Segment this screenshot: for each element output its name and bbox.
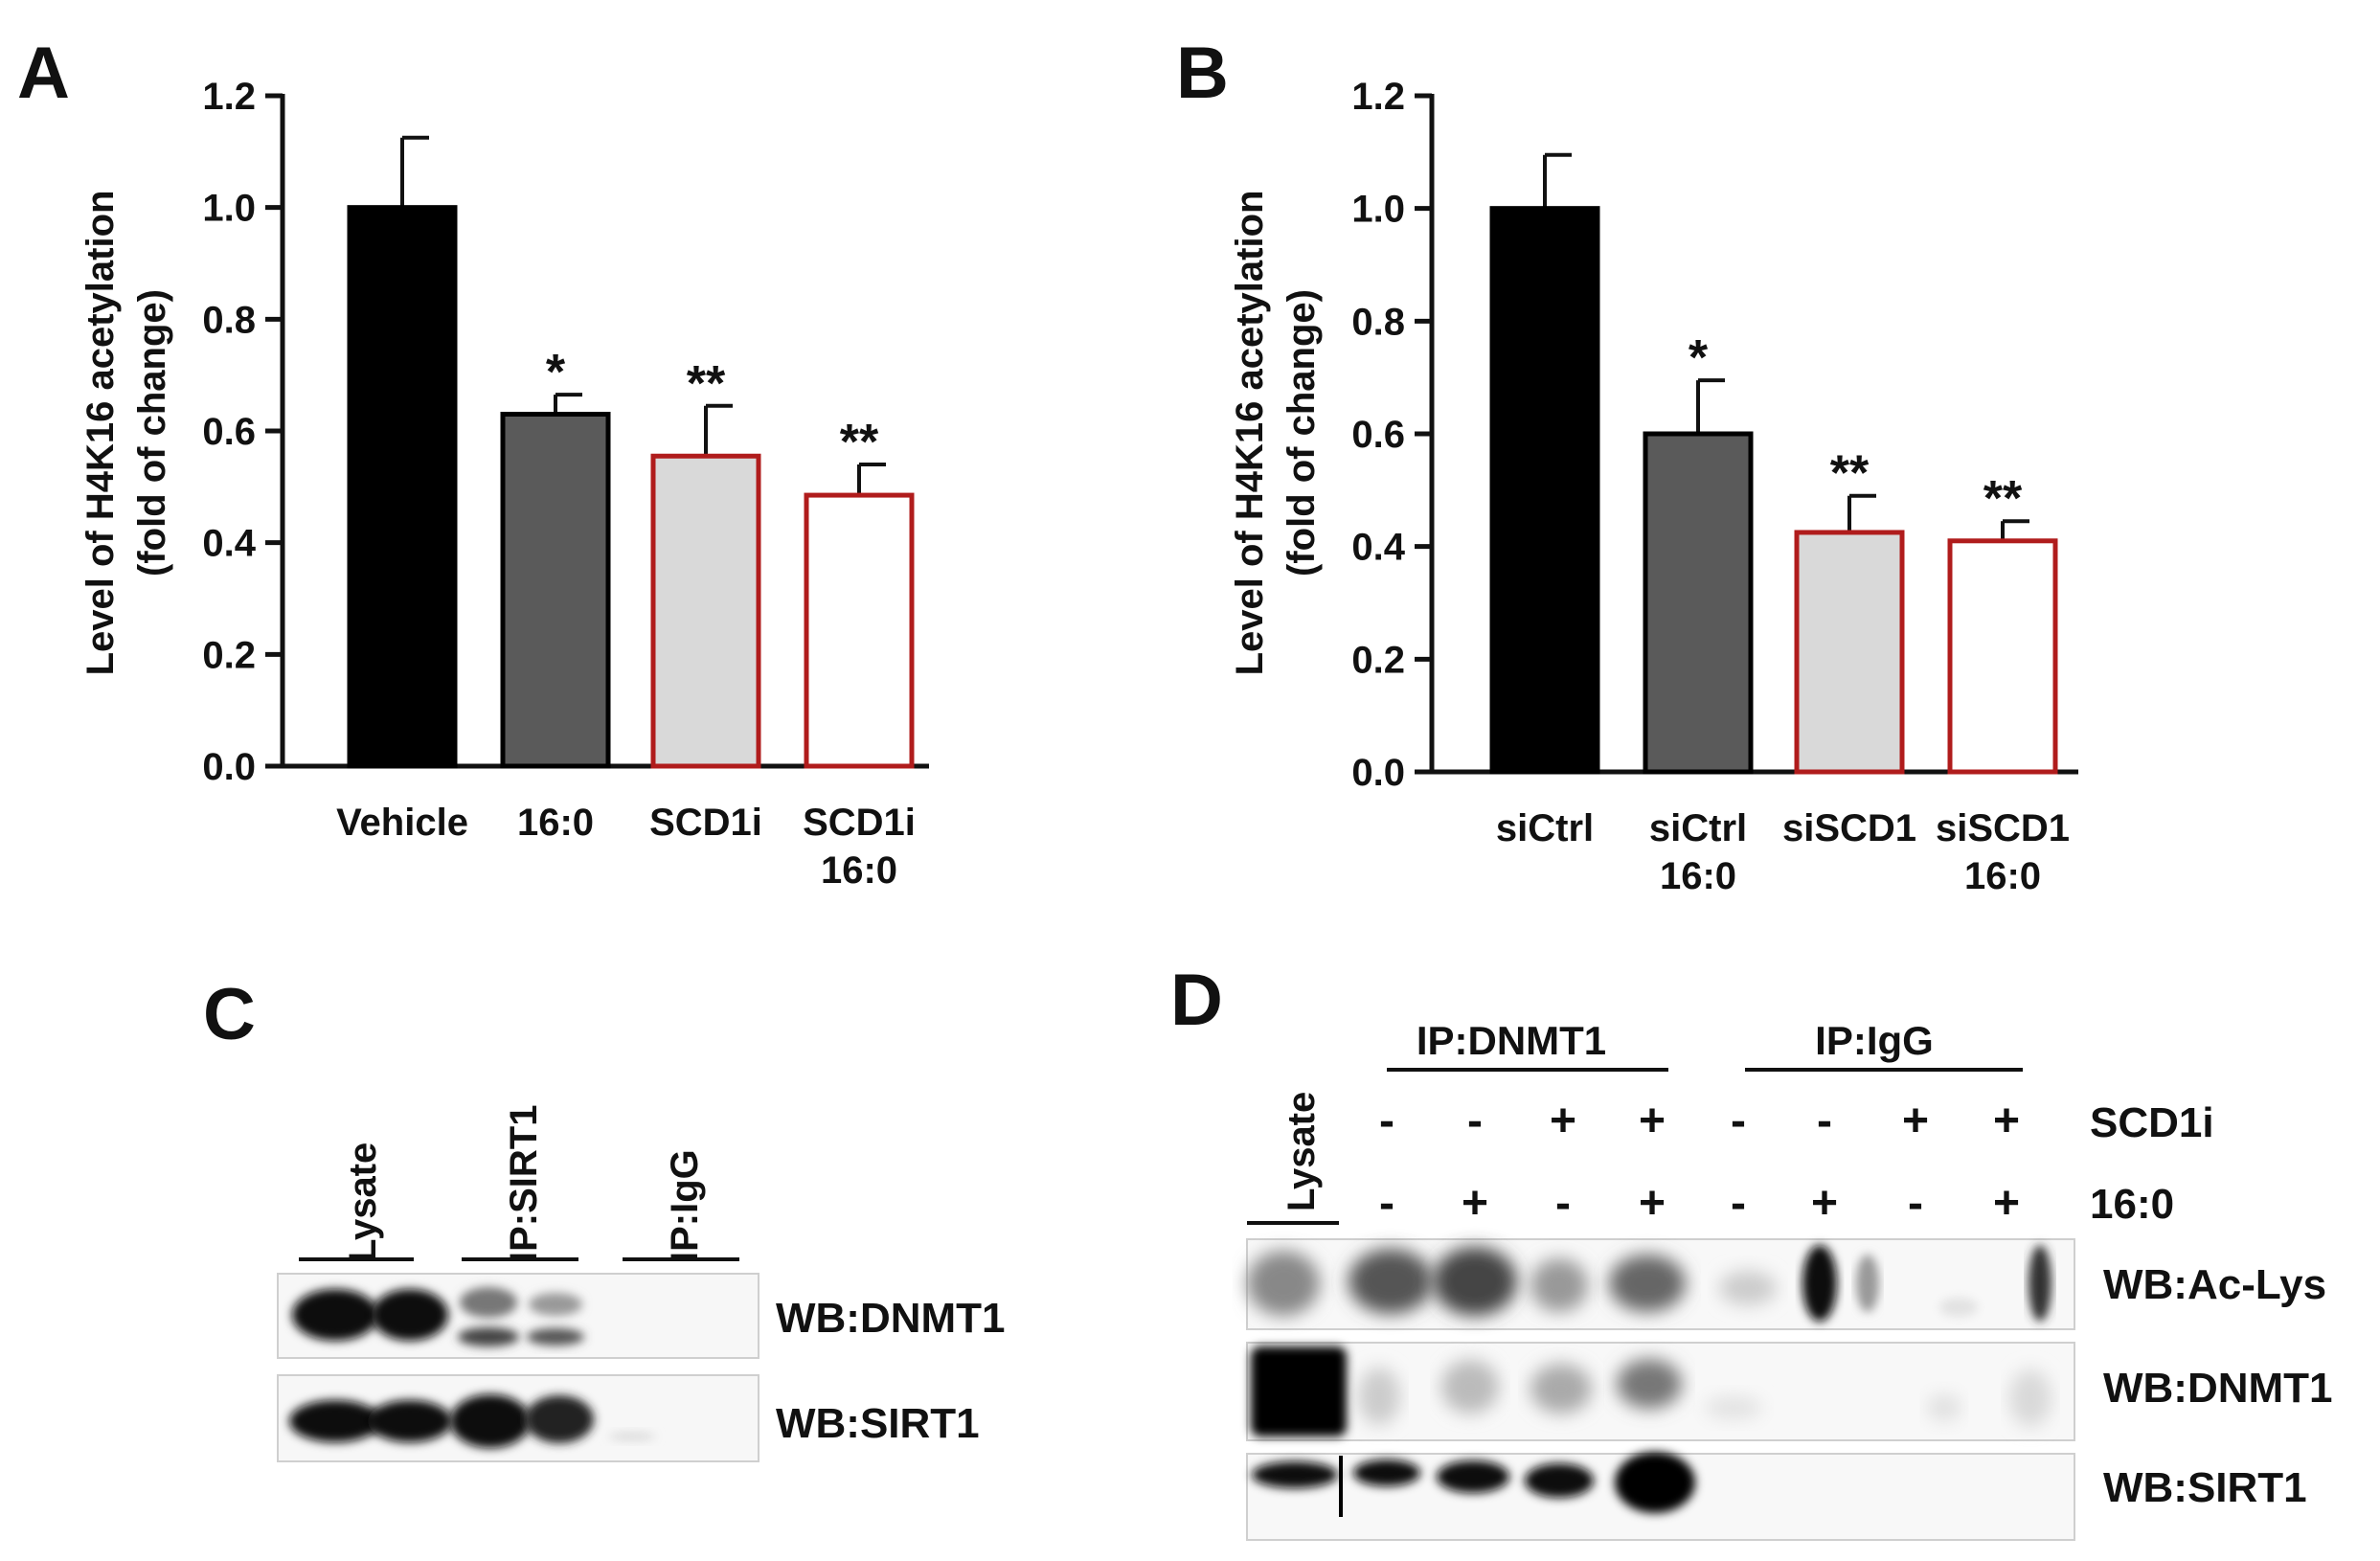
group-label-ip-igg: IP:IgG — [1815, 1018, 1934, 1063]
significance-label: * — [546, 345, 566, 400]
panel-label-b: B — [1176, 33, 1229, 114]
sign-scd1i: - — [1467, 1096, 1483, 1146]
bar — [1489, 206, 1600, 775]
x-tick-label: SCD1i — [803, 802, 916, 844]
x-tick-label: 16:0 — [517, 802, 594, 844]
blot-strip-sirt1 — [277, 1374, 759, 1462]
bar — [804, 492, 915, 769]
sign-scd1i: + — [1639, 1096, 1666, 1146]
x-tick-label: SCD1i — [649, 802, 762, 844]
y-axis-label-a-line2: (fold of change) — [131, 289, 173, 577]
y-tick-label: 0.2 — [202, 634, 256, 676]
bar — [1947, 538, 2058, 775]
sign-palmitate: + — [1462, 1178, 1488, 1229]
sign-palmitate: - — [1555, 1178, 1571, 1229]
blot-strip-d-sirt1 — [1246, 1452, 2075, 1541]
bar — [347, 205, 458, 769]
sign-scd1i: - — [1731, 1096, 1746, 1146]
sign-palmitate: - — [1379, 1178, 1394, 1229]
y-tick-label: 0.6 — [1351, 414, 1405, 456]
y-tick-label: 0.4 — [1351, 527, 1405, 569]
western-blot-d: Lysate IP:DNMT1 IP:IgG - - + + - - + +- + - + - + - + … — [1246, 1018, 2333, 1541]
blot-label-d-ac-lys: WB:Ac-Lys — [2103, 1261, 2326, 1308]
x-tick-label-line2: 16:0 — [1964, 855, 2041, 897]
bar — [1643, 431, 1754, 775]
x-tick-label-line2: 16:0 — [821, 849, 897, 892]
significance-label: ** — [840, 415, 879, 470]
bar-chart-a: Level of H4K16 acetylation (fold of chan… — [79, 76, 929, 892]
lane-label-ip-igg: IP:IgG — [664, 1149, 706, 1262]
panel-label-d: D — [1170, 960, 1223, 1041]
sign-scd1i: + — [1993, 1096, 2020, 1146]
y-axis-label-a-line1: Level of H4K16 acetylation — [79, 191, 122, 676]
y-tick-label: 1.0 — [1351, 189, 1405, 231]
row-label-palmitate: 16:0 — [2090, 1181, 2174, 1228]
x-tick-label: siCtrl — [1496, 807, 1594, 849]
bar-chart-b: Level of H4K16 acetylation (fold of chan… — [1229, 76, 2078, 897]
sign-palmitate: - — [1731, 1178, 1746, 1229]
sign-scd1i: + — [1902, 1096, 1929, 1146]
western-blot-c: Lysate IP:SIRT1 IP:IgG WB:DNMT1 WB:SIRT1 — [277, 1105, 1006, 1462]
lane-label-d-lysate: Lysate — [1281, 1092, 1323, 1211]
x-tick-label: Vehicle — [336, 802, 468, 844]
lane-label-lysate: Lysate — [342, 1142, 384, 1262]
group-label-ip-dnmt1: IP:DNMT1 — [1417, 1018, 1606, 1063]
sign-palmitate: - — [1908, 1178, 1923, 1229]
blot-strip-d-dnmt1 — [1246, 1342, 2075, 1441]
y-axis-label-b-line1: Level of H4K16 acetylation — [1229, 191, 1271, 676]
y-tick-label: 0.2 — [1351, 639, 1405, 681]
sign-palmitate: + — [1639, 1178, 1666, 1229]
y-tick-label: 0.6 — [202, 411, 256, 453]
significance-label: ** — [1983, 471, 2023, 527]
significance-label: * — [1689, 330, 1709, 386]
y-tick-label: 0.0 — [202, 746, 256, 788]
y-tick-label: 0.8 — [202, 299, 256, 341]
panel-label-c: C — [203, 974, 256, 1055]
bar — [1794, 530, 1905, 775]
blot-strip-ac-lys — [1246, 1238, 2075, 1330]
sign-palmitate: + — [1811, 1178, 1838, 1229]
x-tick-label: siCtrl — [1649, 807, 1747, 849]
sign-scd1i: + — [1550, 1096, 1576, 1146]
bar — [650, 453, 761, 769]
bar — [500, 412, 611, 769]
blot-label-c-dnmt1: WB:DNMT1 — [776, 1295, 1006, 1342]
x-tick-label-line2: 16:0 — [1660, 855, 1736, 897]
y-tick-label: 0.0 — [1351, 752, 1405, 794]
y-tick-label: 1.2 — [202, 76, 256, 118]
y-tick-label: 0.4 — [202, 523, 256, 565]
blot-label-d-sirt1: WB:SIRT1 — [2103, 1464, 2307, 1511]
blot-strip-dnmt1 — [277, 1273, 759, 1359]
y-tick-label: 1.0 — [202, 188, 256, 230]
y-axis-label-b-line2: (fold of change) — [1281, 289, 1323, 577]
blot-label-c-sirt1: WB:SIRT1 — [776, 1400, 980, 1447]
sign-scd1i: - — [1379, 1096, 1394, 1146]
panel-label-a: A — [17, 33, 70, 114]
x-tick-label: siSCD1 — [1936, 807, 2070, 849]
lane-label-ip-sirt1: IP:SIRT1 — [503, 1105, 545, 1262]
sign-scd1i: - — [1817, 1096, 1832, 1146]
row-label-scd1i: SCD1i — [2090, 1099, 2214, 1146]
blot-label-d-dnmt1: WB:DNMT1 — [2103, 1365, 2333, 1412]
treatment-signs: - - + + - - + + - + - + - + - + — [1379, 1096, 2020, 1229]
significance-label: ** — [1830, 446, 1870, 502]
y-tick-label: 1.2 — [1351, 76, 1405, 118]
x-tick-label: siSCD1 — [1782, 807, 1916, 849]
y-tick-label: 0.8 — [1351, 301, 1405, 343]
sign-palmitate: + — [1993, 1178, 2020, 1229]
significance-label: ** — [687, 356, 726, 412]
